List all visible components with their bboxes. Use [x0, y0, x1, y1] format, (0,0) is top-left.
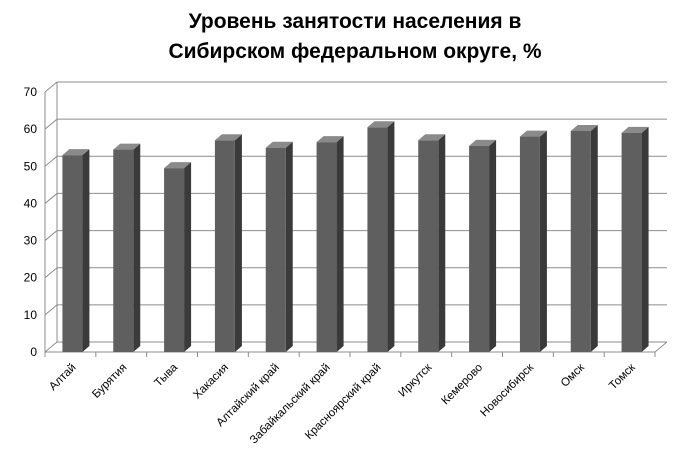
x-tick-label: Омск	[559, 361, 588, 390]
y-tick-label: 0	[30, 345, 37, 359]
gridline-30	[44, 230, 667, 241]
x-tick-label: Алтай	[47, 362, 78, 393]
gridline-0	[44, 341, 667, 353]
x-tick-label: Тыва	[153, 361, 181, 389]
bar-3	[214, 134, 242, 352]
bar-11	[621, 126, 649, 352]
x-tick-label: Новосибирск	[478, 361, 536, 419]
y-tick-labels: 0 10 20 30 40 50 60 70	[24, 85, 38, 359]
y-tick-label: 30	[24, 234, 38, 248]
axes	[44, 82, 668, 357]
x-tick-label: Бурятия	[90, 362, 129, 401]
bar-10	[570, 125, 598, 352]
gridline-60	[44, 118, 667, 130]
gridline-20	[44, 267, 667, 279]
floor-edge	[654, 341, 668, 353]
bar-5	[316, 136, 344, 352]
y-tick-label: 40	[24, 196, 38, 210]
bars	[62, 121, 649, 353]
bar-0	[62, 149, 90, 352]
x-tick-label: Хакасия	[191, 362, 231, 402]
gridline-70	[44, 81, 667, 93]
x-tick-label: Кемерово	[440, 362, 486, 408]
y-tick-label: 50	[24, 159, 38, 173]
bar-2	[164, 162, 192, 352]
bar-6	[367, 121, 395, 353]
chart-title-line-1: Уровень занятости населения в	[189, 10, 522, 33]
chart-title-line-2: Сибирском федеральном округе, %	[168, 40, 541, 63]
gridline-10	[44, 304, 667, 316]
bar-8	[469, 139, 497, 352]
y-tick-label: 10	[24, 308, 38, 322]
bar-1	[113, 143, 141, 352]
x-tick-label: Иркутск	[397, 361, 436, 400]
bar-9	[519, 130, 547, 352]
x-tick-label: Томск	[607, 361, 638, 392]
gridline-40	[44, 192, 667, 204]
y-tick-label: 20	[24, 271, 38, 285]
gridlines	[44, 81, 667, 353]
y-tick-label: 60	[24, 122, 38, 136]
y-tick-label: 70	[24, 85, 38, 99]
bar-7	[418, 134, 446, 352]
bar-4	[265, 141, 293, 352]
gridline-50	[44, 155, 667, 167]
